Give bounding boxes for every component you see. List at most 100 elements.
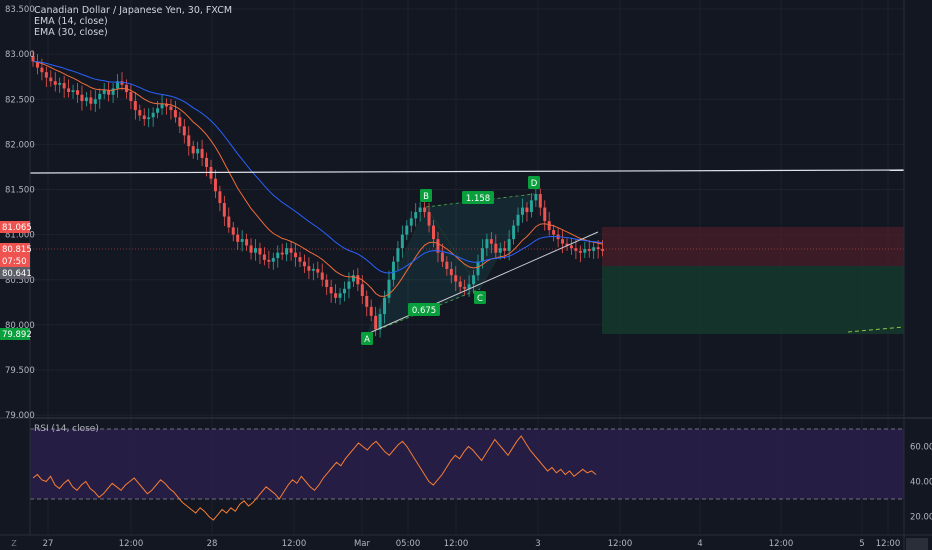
candle-body	[142, 115, 146, 120]
badge-current-bg	[0, 243, 30, 255]
candle-body	[432, 225, 435, 240]
candle-body	[289, 248, 293, 253]
candle-body	[369, 306, 373, 316]
candle-body	[476, 261, 480, 276]
candle-body	[561, 239, 565, 244]
ema-14-line	[32, 60, 603, 297]
candle-body	[596, 247, 600, 250]
candle-body	[93, 99, 97, 104]
candle-body	[494, 243, 498, 253]
price-tick-label: 83.500	[5, 5, 35, 15]
time-tick-label: 12:00	[282, 539, 307, 549]
candle-body	[472, 275, 476, 285]
badge-entry-bg	[0, 267, 30, 279]
pattern-point-b-bg	[420, 189, 432, 202]
candle-body	[521, 207, 524, 215]
candle-body	[400, 234, 404, 249]
pattern-point-a: A	[364, 335, 370, 345]
candle-body	[129, 92, 133, 102]
rsi-tick-label: 40.00	[910, 478, 932, 488]
price-axis[interactable]: 83.500 83.000 82.500 82.000 81.500 81.000 80.5…	[5, 5, 35, 421]
candle-body	[35, 61, 39, 68]
candle-body	[356, 275, 360, 285]
badge-current: 80.815	[2, 245, 32, 255]
candle-body	[102, 90, 106, 94]
price-tick-label: 82.000	[5, 140, 35, 150]
badge-entry: 80.641	[2, 269, 32, 279]
candle-body	[71, 90, 75, 93]
time-axis[interactable]: 27 12:00 28 12:00 Mar 05:00 12:00 3 12:00 4 12:00 5…	[43, 539, 901, 549]
candle-body	[512, 225, 516, 240]
candle-body	[463, 286, 467, 289]
candle-body	[80, 94, 84, 102]
candle-body	[107, 90, 111, 95]
time-tick-label: 28	[207, 539, 218, 549]
pattern-point-c-bg	[474, 291, 486, 304]
symbol-title: Canadian Dollar / Japanese Yen, 30, FXCM	[34, 5, 233, 16]
candle-body	[58, 83, 62, 85]
pattern-point-d: D	[531, 179, 538, 189]
candle-body	[423, 207, 427, 213]
candle-body	[89, 97, 93, 104]
candle-body	[307, 266, 311, 271]
timezone-marker	[906, 538, 928, 550]
candle-body	[205, 157, 209, 167]
time-tick-label: 12:00	[876, 539, 901, 549]
ratio-ab: 0.675	[412, 306, 436, 316]
candle-body	[325, 279, 329, 287]
time-tick-label: 12:00	[608, 539, 633, 549]
candle-body	[116, 81, 120, 89]
candle-body	[565, 243, 569, 246]
candle-body	[213, 178, 217, 192]
ratio-ab-bg	[408, 303, 440, 316]
candle-body	[187, 135, 191, 147]
candle-body	[320, 272, 324, 280]
resistance-line[interactable]	[29, 169, 905, 174]
time-tick-label: 4	[697, 539, 702, 549]
corner-zoom-icon[interactable]: Z	[11, 539, 17, 548]
candle-body	[365, 295, 369, 307]
trend-line[interactable]	[366, 231, 599, 335]
badge-timer-bg	[0, 255, 30, 267]
candle-body	[414, 212, 418, 219]
candle-body	[574, 248, 578, 251]
candle-body	[245, 239, 249, 246]
candle-body	[587, 249, 591, 251]
candle-body	[62, 83, 66, 89]
rsi-line	[32, 435, 597, 521]
price-badges: 81.065 80.815 07:50 80.641 79.892	[0, 221, 32, 340]
candle-body	[387, 279, 391, 298]
candle-body	[552, 230, 556, 235]
time-tick-label: Mar	[354, 539, 371, 549]
candle-body	[302, 261, 306, 267]
candle-body	[285, 248, 289, 255]
candle-body	[44, 72, 48, 78]
candle-body	[227, 216, 231, 228]
price-tick-label: 79.500	[5, 366, 35, 376]
candle-body	[31, 55, 35, 62]
candle-body	[231, 227, 235, 235]
candle-body	[601, 249, 605, 251]
candle-body	[436, 239, 440, 253]
candle-body	[173, 110, 177, 118]
candle-body	[489, 239, 493, 244]
price-tick-label: 83.000	[5, 50, 35, 60]
candle-body	[449, 268, 453, 276]
rsi-axis[interactable]: 60.00 40.00 20.00	[910, 443, 932, 523]
candle-body	[111, 88, 115, 95]
time-tick-label: 12:00	[444, 539, 469, 549]
candle-body	[169, 106, 173, 111]
candle-body	[351, 275, 355, 282]
candle-body	[147, 117, 151, 120]
pattern-point-d-bg	[528, 176, 540, 189]
candle-body	[578, 250, 582, 253]
candle-body	[178, 117, 182, 127]
candle-body	[503, 248, 507, 251]
candle-body	[151, 112, 155, 118]
candle-body	[418, 207, 422, 213]
candle-body	[409, 218, 413, 226]
candle-body	[480, 248, 484, 262]
time-tick-label: 5	[859, 539, 864, 549]
candle-body	[592, 247, 596, 251]
